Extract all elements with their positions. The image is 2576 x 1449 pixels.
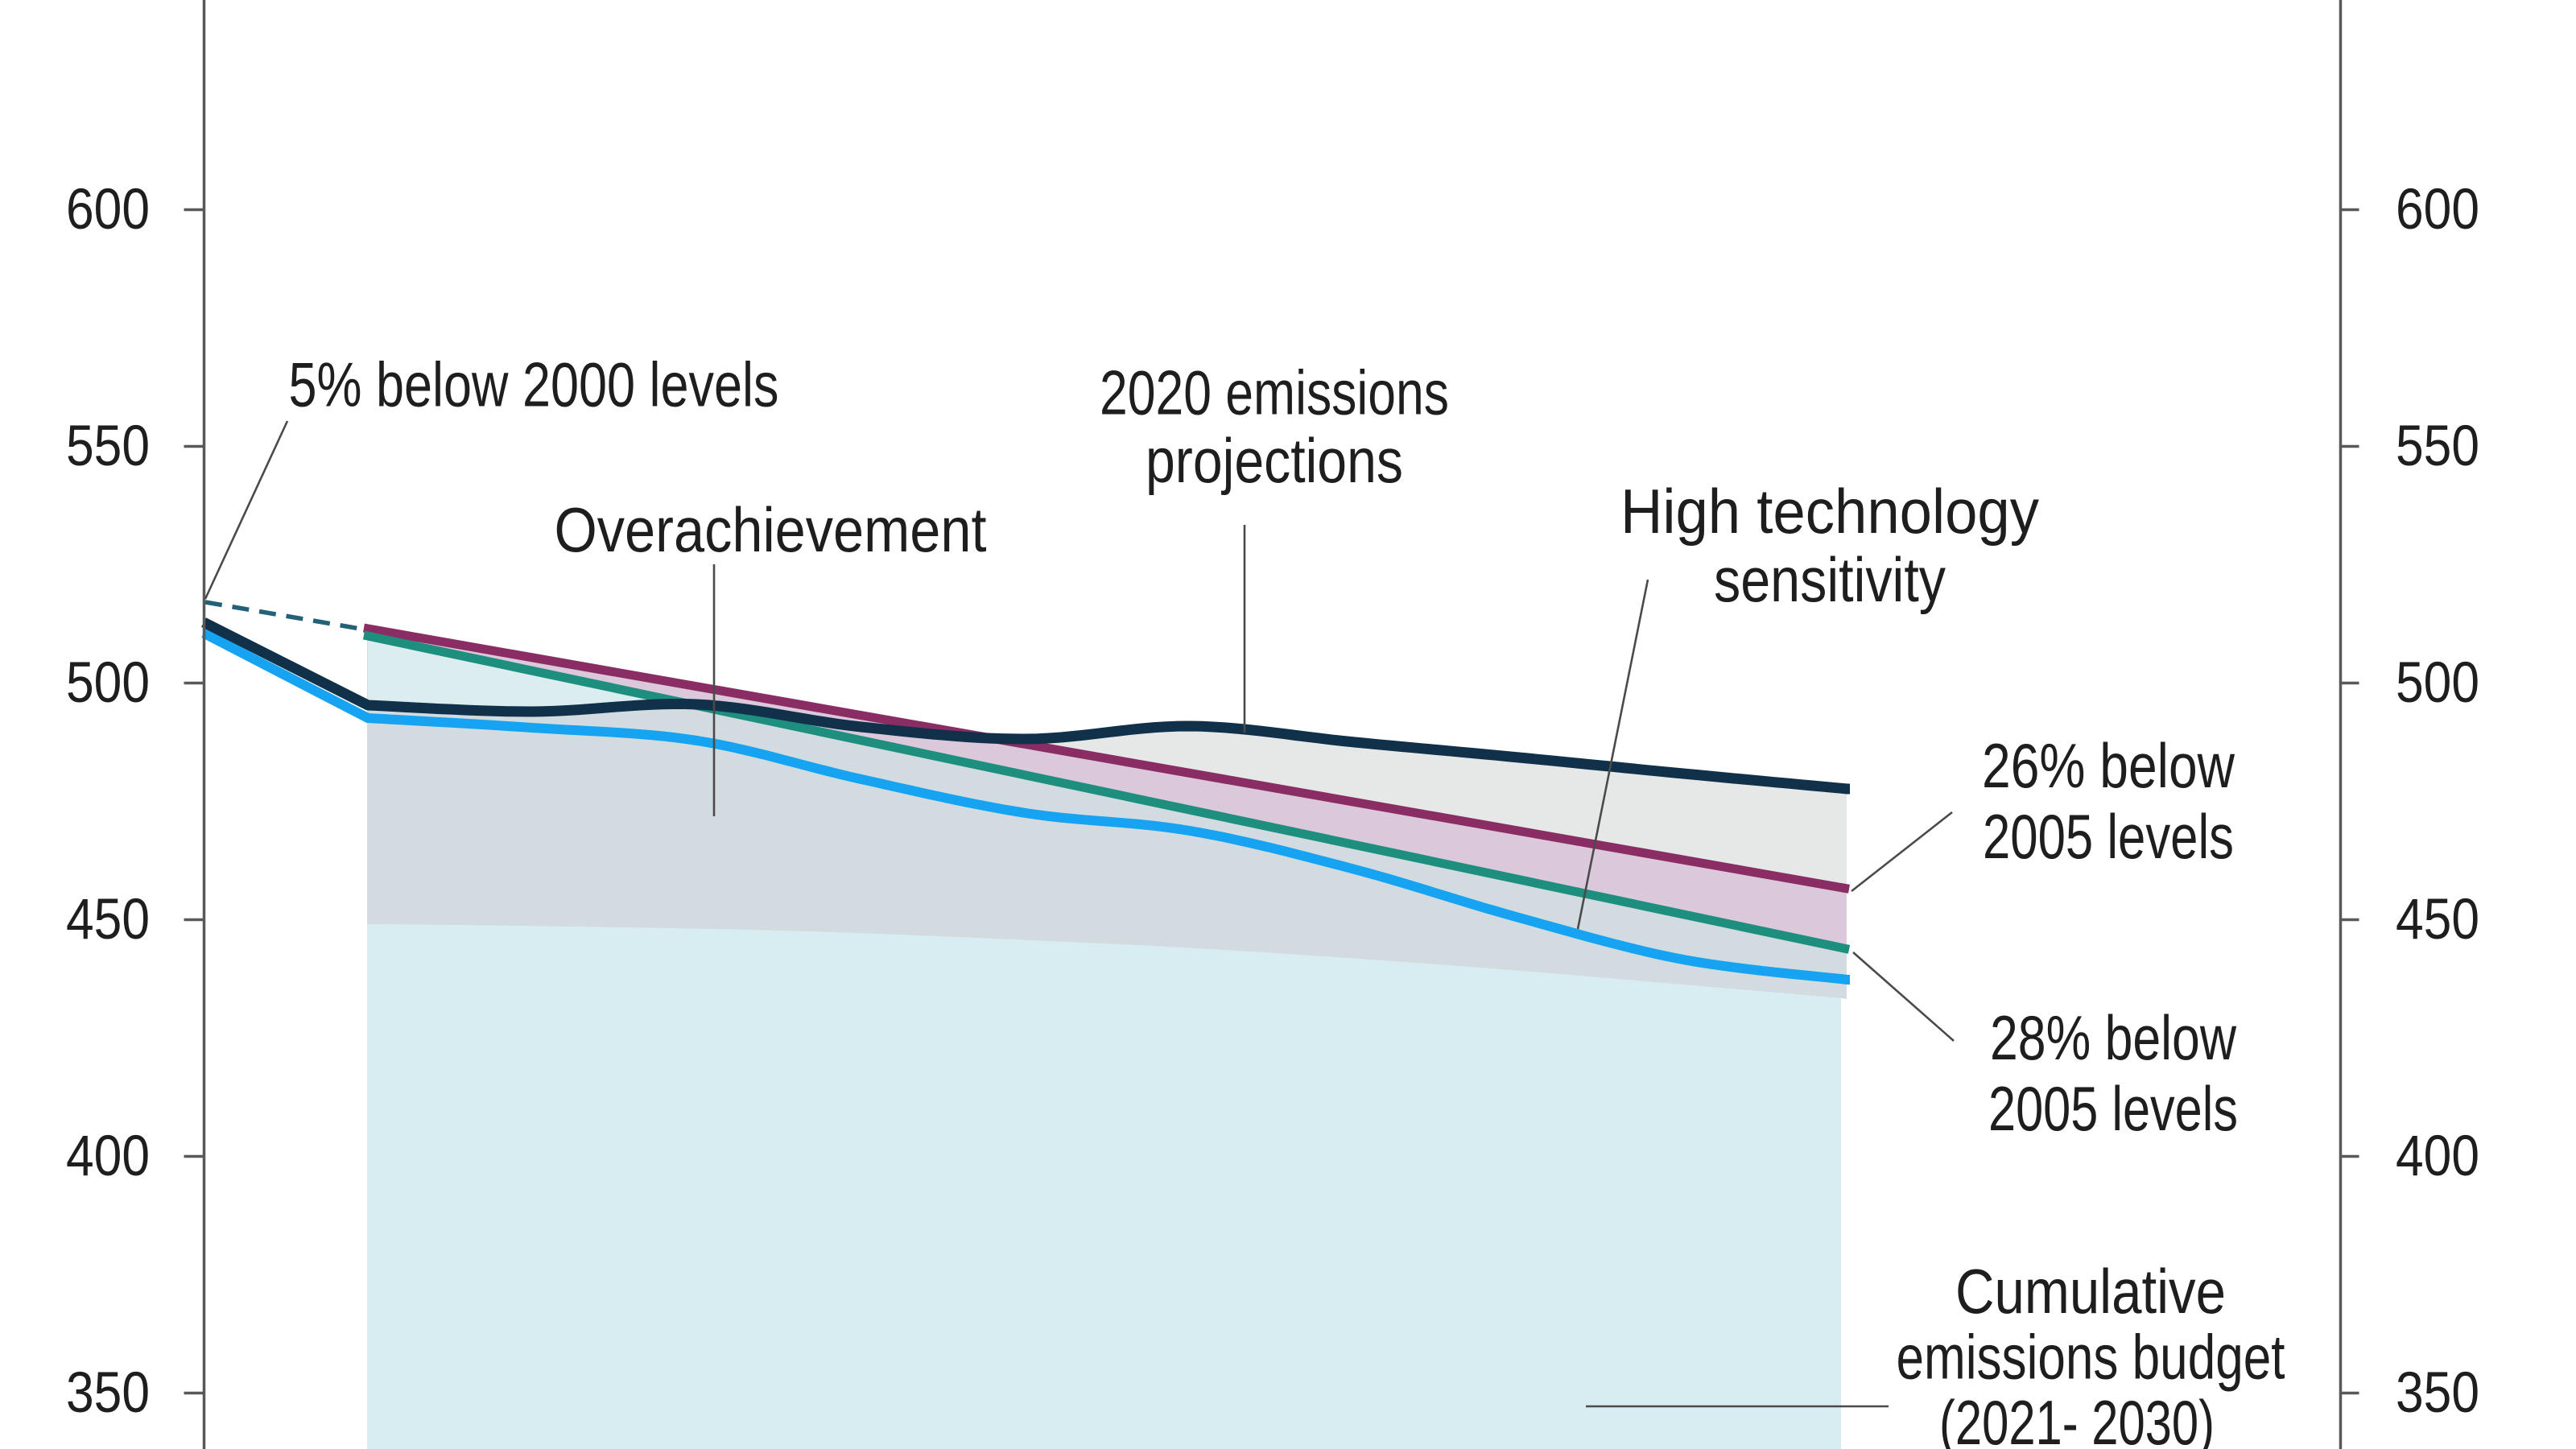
svg-text:350: 350 (2396, 1361, 2479, 1425)
svg-text:350: 350 (66, 1361, 150, 1425)
svg-text:(2021- 2030): (2021- 2030) (1939, 1387, 2215, 1449)
svg-text:450: 450 (2396, 888, 2479, 952)
svg-text:450: 450 (66, 888, 150, 952)
svg-text:600: 600 (66, 178, 150, 242)
svg-text:Cumulative: Cumulative (1955, 1256, 2226, 1327)
svg-text:5% below 2000 levels: 5% below 2000 levels (289, 349, 779, 420)
svg-text:600: 600 (2396, 178, 2479, 242)
svg-text:projections: projections (1146, 425, 1403, 496)
svg-text:High technology: High technology (1620, 476, 2039, 547)
svg-text:emissions budget: emissions budget (1897, 1322, 2285, 1393)
svg-text:400: 400 (66, 1125, 150, 1188)
svg-text:26% below: 26% below (1982, 730, 2235, 801)
svg-text:Overachievement: Overachievement (555, 494, 987, 565)
svg-text:500: 500 (66, 651, 150, 715)
svg-text:2005 levels: 2005 levels (1983, 801, 2234, 872)
svg-text:500: 500 (2396, 651, 2479, 715)
svg-text:550: 550 (66, 415, 150, 478)
svg-text:400: 400 (2396, 1125, 2479, 1188)
svg-text:2005 levels: 2005 levels (1988, 1073, 2238, 1144)
svg-text:sensitivity: sensitivity (1714, 544, 1946, 615)
svg-text:28% below: 28% below (1990, 1002, 2237, 1073)
svg-text:2020 emissions: 2020 emissions (1100, 357, 1449, 428)
svg-text:550: 550 (2396, 415, 2479, 478)
